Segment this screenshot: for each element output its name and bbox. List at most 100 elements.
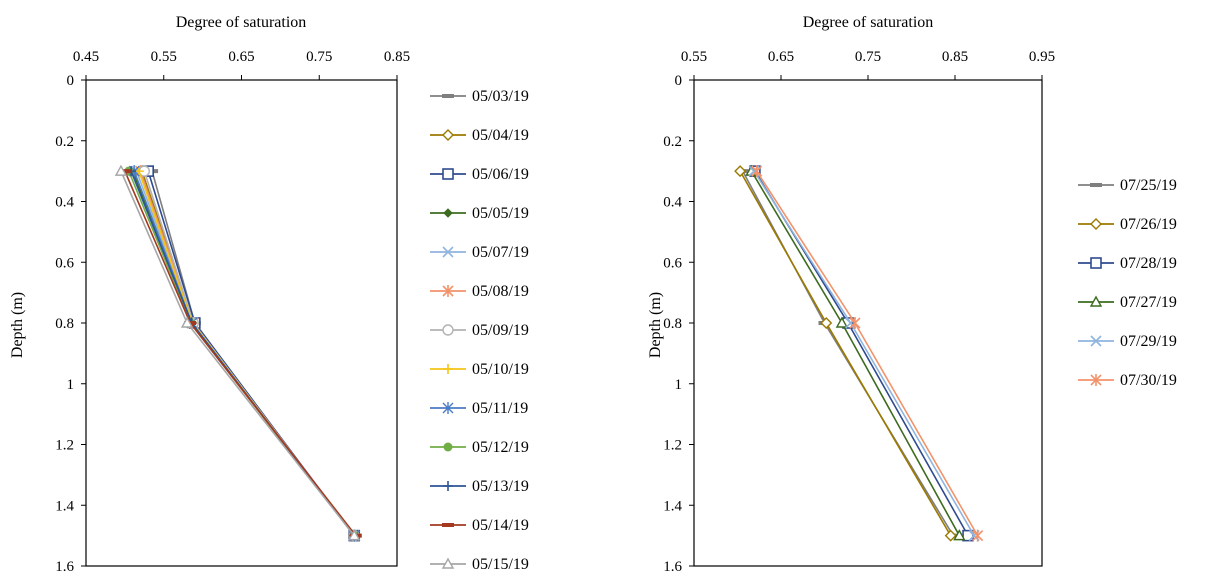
y-axis-title: Depth (m) [647,292,664,358]
right-chart: Degree of saturation Depth (m) 0.55 0.65 0… [647,14,1177,575]
y-tick-label: 1.6 [663,559,682,575]
series-line [139,170,355,537]
y-tick-label: 0.4 [663,195,682,211]
y-tick-label: 0.4 [55,195,74,211]
legend-label: 05/14/19 [472,517,529,534]
legend-item: 05/06/19 [430,166,529,183]
x-tick-label: 0.65 [768,49,794,65]
x-tick-label: 0.75 [855,49,881,65]
legend-swatch-marker [1090,218,1102,230]
data-point [734,165,747,178]
legend-swatch-marker [443,208,453,218]
legend-item: 07/30/19 [1078,372,1177,389]
data-point [114,164,128,176]
x-tick-label: 0.95 [1029,49,1055,65]
legend-swatch-marker [1090,183,1102,187]
y-tick-label: 1 [67,377,75,393]
y-tick-label: 0.2 [663,134,682,150]
y-tick-label: 1.4 [663,498,682,514]
series-line [755,170,979,537]
series-05/03/19 [146,169,361,538]
legend-label: 07/30/19 [1120,372,1177,389]
series-line [739,170,952,537]
series-line [147,170,355,537]
left-chart: Degree of saturation Depth (m) 0.45 0.55 0… [9,14,529,575]
data-point [751,165,763,178]
plot-area-border [693,79,1043,567]
legend-item: 05/09/19 [430,322,529,339]
x-tick-label: 0.55 [681,49,707,65]
series-07/29/19 [748,165,980,542]
series-05/15/19 [114,164,361,541]
series-line [138,170,355,537]
legend-item: 07/25/19 [1078,177,1177,194]
data-point [845,317,857,329]
plot-area-border [85,79,398,567]
series-05/14/19 [118,169,362,538]
series-05/09/19 [138,165,360,542]
y-tick-label: 0.6 [663,255,682,271]
y-tick-label: 1 [675,377,683,393]
legend-swatch-marker [443,442,453,452]
y-tick-label: 1.4 [55,498,74,514]
data-point [835,316,849,328]
legend-swatch-marker [443,481,453,491]
data-point [118,169,131,174]
series-07/27/19 [745,164,966,541]
legend-label: 05/08/19 [472,283,529,300]
legend-item: 07/27/19 [1078,294,1177,311]
x-tick-label: 0.45 [73,49,99,65]
legend-item: 05/05/19 [430,205,529,222]
legend-label: 05/12/19 [472,439,529,456]
series-line [151,170,355,537]
legend-label: 05/10/19 [472,361,529,378]
series-line [141,170,355,537]
legend-swatch-marker [442,94,454,98]
x-tick-labels: 0.45 0.55 0.65 0.75 0.85 [73,49,410,80]
legend-swatch-marker [442,324,454,336]
legend-label: 05/15/19 [472,556,529,573]
x-tick-label: 0.75 [306,49,332,65]
x-axis-title: Degree of saturation [176,14,307,31]
data-point [348,529,361,541]
data-point [180,316,194,328]
legend-item: 05/08/19 [430,283,529,300]
series-line [754,170,969,537]
y-tick-label: 0.8 [663,316,682,332]
series-05/06/19 [142,165,361,542]
series-line [742,170,954,537]
legend-swatch-marker [1090,374,1102,386]
y-tick-label: 0 [67,73,75,89]
x-tick-labels: 0.55 0.65 0.75 0.85 0.95 [681,49,1055,80]
legend-item: 05/04/19 [430,127,529,144]
legend-item: 05/15/19 [430,556,529,573]
series-group [114,164,362,542]
legend-swatch-marker [442,285,454,297]
legend-item: 05/14/19 [430,517,529,534]
legend-label: 05/07/19 [472,244,529,261]
data-point [820,317,833,329]
legend-swatch-marker [442,246,454,258]
series-07/28/19 [749,165,974,542]
legend: 07/25/19 07/26/19 07/28/19 07/27/19 07/29/19… [1078,177,1177,389]
series-line [750,170,961,537]
series-line [753,170,975,537]
series-line [135,170,355,537]
y-tick-labels: 0 0.2 0.4 0.6 0.8 1 1.2 1.4 1.6 [663,73,694,575]
legend-label: 05/03/19 [472,88,529,105]
legend-swatch-marker [442,523,454,527]
legend-item: 07/26/19 [1078,216,1177,233]
series-07/26/19 [734,165,957,542]
series-05/08/19 [134,165,360,542]
y-tick-label: 0 [675,73,683,89]
legend-swatch-marker [442,168,454,180]
legend-item: 05/07/19 [430,244,529,261]
legend-item: 05/03/19 [430,88,529,105]
y-tick-label: 0.6 [55,255,74,271]
legend-label: 05/09/19 [472,322,529,339]
y-tick-label: 0.8 [55,316,74,332]
series-05/04/19 [135,165,361,542]
legend: 05/03/19 05/04/19 05/06/19 05/05/19 05/07/19… [430,88,529,573]
series-group [734,164,984,542]
